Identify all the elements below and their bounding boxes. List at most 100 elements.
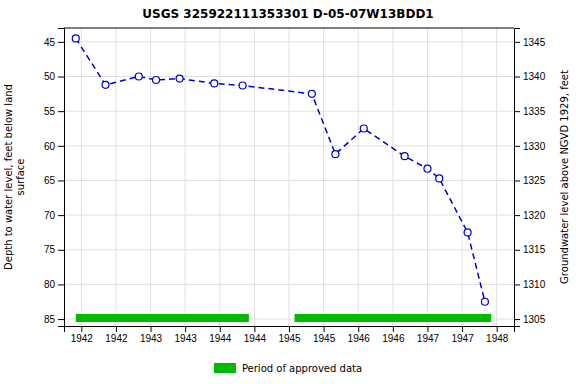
y-tick-mark (58, 215, 64, 216)
y-axis-title: Depth to water level, feet below landsur… (3, 84, 26, 270)
title: USGS 325922111353301 D-05-07W13BDD1 (142, 7, 433, 21)
y2-tick-mark (514, 146, 520, 147)
y2-axis-title: Groundwater level above NGVD 1929, feet (559, 70, 570, 284)
x-tick-label: 1946 (382, 333, 405, 344)
x-tick: 1942 (105, 326, 128, 344)
point (481, 298, 488, 305)
y2-axis-line (515, 29, 521, 327)
x-tick: 1943 (175, 326, 198, 344)
y2-tick-label: 1345 (523, 37, 546, 48)
marks (72, 35, 491, 322)
y2-axis: 134513401335133013251320131513101305 (514, 29, 546, 327)
y-tick-mark (58, 77, 64, 78)
grid (64, 28, 514, 326)
grid-line-y (64, 284, 514, 285)
y2-tick: 1335 (514, 106, 546, 117)
grid-line-x (392, 28, 393, 326)
grid-line-x (289, 28, 290, 326)
y2-tick: 1315 (514, 244, 546, 255)
y-axis-title-line: surface (15, 159, 26, 196)
x-tick-mark (254, 326, 255, 332)
y-tick-mark (58, 250, 64, 251)
grid-line-y (64, 111, 514, 112)
grid-line-x (496, 28, 497, 326)
x-tick: 1948 (486, 326, 509, 344)
y2-tick-mark (514, 250, 520, 251)
y-tick-label: 75 (44, 244, 56, 255)
point (72, 35, 79, 42)
y-tick: 60 (44, 141, 64, 152)
x-tick: 1945 (313, 326, 336, 344)
grid-line-x (185, 28, 186, 326)
point (211, 80, 218, 87)
x-tick-label: 1944 (244, 333, 267, 344)
y-axis-line (58, 29, 65, 327)
x-tick-label: 1942 (105, 333, 128, 344)
y-tick: 75 (44, 244, 64, 255)
grid-line-x (81, 28, 82, 326)
y-tick-label: 60 (44, 141, 56, 152)
y-tick-mark (58, 146, 64, 147)
grid-line-x (358, 28, 359, 326)
x-tick-label: 1945 (278, 333, 301, 344)
x-tick: 1947 (417, 326, 440, 344)
grid-line-y (64, 249, 514, 250)
y2-tick: 1305 (514, 314, 546, 325)
x-tick-label: 1947 (451, 333, 474, 344)
x-tick-label: 1945 (313, 333, 336, 344)
x-tick-mark (289, 326, 290, 332)
grid-line-x (427, 28, 428, 326)
x-tick-label: 1943 (140, 333, 163, 344)
point (332, 151, 339, 158)
y-axis-title-line: Depth to water level, feet below land (3, 84, 14, 270)
y-tick-mark (58, 284, 64, 285)
x-tick: 1946 (382, 326, 405, 344)
y-tick-label: 65 (44, 175, 56, 186)
y2-tick-label: 1315 (523, 244, 546, 255)
point (176, 75, 183, 82)
y-tick-mark (58, 180, 64, 181)
x-tick-mark (324, 326, 325, 332)
x-axis: 1942194219431943194419441945194519461946… (65, 326, 515, 344)
x-tick-label: 1946 (348, 333, 371, 344)
y2-tick-mark (514, 111, 520, 112)
grid-line-x (150, 28, 151, 326)
x-tick-mark (185, 326, 186, 332)
y-tick-label: 50 (44, 71, 56, 82)
grid-line-y (64, 41, 514, 42)
y2-tick-mark (514, 319, 520, 320)
y-tick-mark (58, 42, 64, 43)
y2-tick: 1320 (514, 210, 546, 221)
grid-line-y (64, 145, 514, 146)
y2-tick: 1345 (514, 37, 546, 48)
legend-label: Period of approved data (242, 363, 362, 374)
y2-tick-mark (514, 77, 520, 78)
x-tick-label: 1947 (417, 333, 440, 344)
y-tick-mark (58, 319, 64, 320)
chart: 1942194219431943194419441945194519461946… (0, 0, 576, 384)
y-tick-label: 80 (44, 279, 56, 290)
x-tick-mark (497, 326, 498, 332)
x-tick-mark (220, 326, 221, 332)
y2-tick-mark (514, 215, 520, 216)
x-tick-mark (116, 326, 117, 332)
x-tick-label: 1943 (175, 333, 198, 344)
x-tick-mark (358, 326, 359, 332)
y2-tick-label: 1335 (523, 106, 546, 117)
x-tick-label: 1944 (209, 333, 232, 344)
series-line (76, 38, 485, 301)
x-tick-mark (81, 326, 82, 332)
grid-line-x (323, 28, 324, 326)
y2-tick-mark (514, 42, 520, 43)
point (436, 175, 443, 182)
y-tick-label: 55 (44, 106, 56, 117)
x-tick: 1944 (244, 326, 267, 344)
x-tick: 1947 (451, 326, 474, 344)
y2-tick-label: 1330 (523, 141, 546, 152)
grid-line-x (254, 28, 255, 326)
y2-tick-mark (514, 284, 520, 285)
x-tick: 1944 (209, 326, 232, 344)
x-tick: 1946 (348, 326, 371, 344)
y-tick: 65 (44, 175, 64, 186)
x-tick: 1945 (278, 326, 301, 344)
